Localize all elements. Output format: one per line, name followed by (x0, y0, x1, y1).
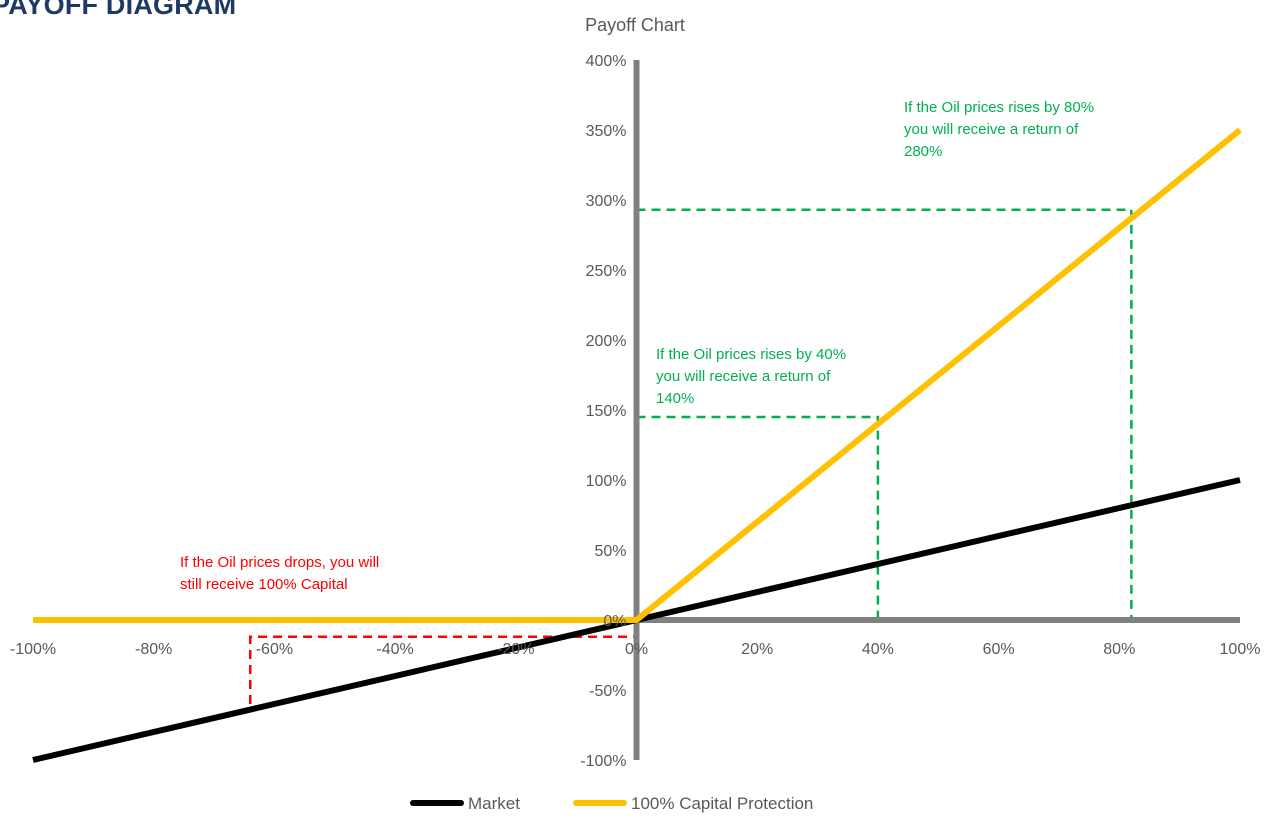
x-tick-60pct: -60% (256, 641, 293, 658)
annotation-up80-line-3: 280% (904, 143, 942, 160)
y-axis-ticks: 400% 350% 300% 250% 200% 150% 100% 50% 0% -50% -10… (580, 53, 626, 770)
legend-label-100pct-capital-protection: 100% Capital Protection (631, 794, 813, 813)
y-tick-50pct: -50% (589, 683, 626, 700)
annotation-up80: If the Oil prices rises by 80% you will r… (904, 99, 1094, 160)
chart-title: Payoff Chart (585, 15, 685, 35)
reference-line-1 (636, 208, 1133, 620)
x-tick-100pct: 100% (1220, 641, 1261, 658)
x-tick-60pct: 60% (983, 641, 1015, 658)
x-tick-80pct: -80% (135, 641, 172, 658)
annotation-up80-line-2: you will receive a return of (904, 121, 1079, 138)
y-tick-400pct: 400% (586, 53, 627, 70)
y-tick-150pct: 150% (586, 403, 627, 420)
y-tick-200pct: 200% (586, 333, 627, 350)
x-tick-80pct: 80% (1103, 641, 1135, 658)
x-axis-ticks: -100% -80% -60% -40% -20% 0% 20% 40% 60% 80% 100% (10, 641, 1261, 658)
x-tick-20pct: -20% (497, 641, 534, 658)
annotation-up40-line-3: 140% (656, 390, 694, 407)
reference-line-2 (636, 415, 880, 620)
reference-lines (249, 208, 1133, 704)
annotation-up40-line-1: If the Oil prices rises by 40% (656, 346, 846, 363)
x-tick-20pct: 20% (741, 641, 773, 658)
y-tick-350pct: 350% (586, 123, 627, 140)
y-tick-0pct: 0% (603, 613, 626, 630)
legend: Market 100% Capital Protection (410, 794, 813, 813)
series-lines (32, 127, 1242, 763)
annotation-up80-line-1: If the Oil prices rises by 80% (904, 99, 1094, 116)
page-title: PAYOFF DIAGRAM (0, 0, 237, 20)
reference-line-3 (249, 635, 637, 704)
x-tick-100pct: -100% (10, 641, 56, 658)
x-tick-40pct: -40% (376, 641, 413, 658)
y-tick-250pct: 250% (586, 263, 627, 280)
series-line-100pct-capital-protection (33, 127, 1242, 623)
annotation-down-line-2: still receive 100% Capital (180, 576, 348, 593)
annotations: If the Oil prices rises by 80% you will r… (180, 99, 1094, 593)
legend-label-market: Market (468, 794, 520, 813)
annotation-up40-line-2: you will receive a return of (656, 368, 831, 385)
annotation-down-line-1: If the Oil prices drops, you will (180, 554, 379, 571)
y-tick-300pct: 300% (586, 193, 627, 210)
x-tick-0pct: 0% (625, 641, 648, 658)
annotation-down: If the Oil prices drops, you will still r… (180, 554, 379, 593)
y-tick-100pct: 100% (586, 473, 627, 490)
annotation-up40: If the Oil prices rises by 40% you will r… (656, 346, 846, 407)
y-tick-100pct: -100% (580, 753, 626, 770)
y-tick-50pct: 50% (594, 543, 626, 560)
x-tick-40pct: 40% (862, 641, 894, 658)
